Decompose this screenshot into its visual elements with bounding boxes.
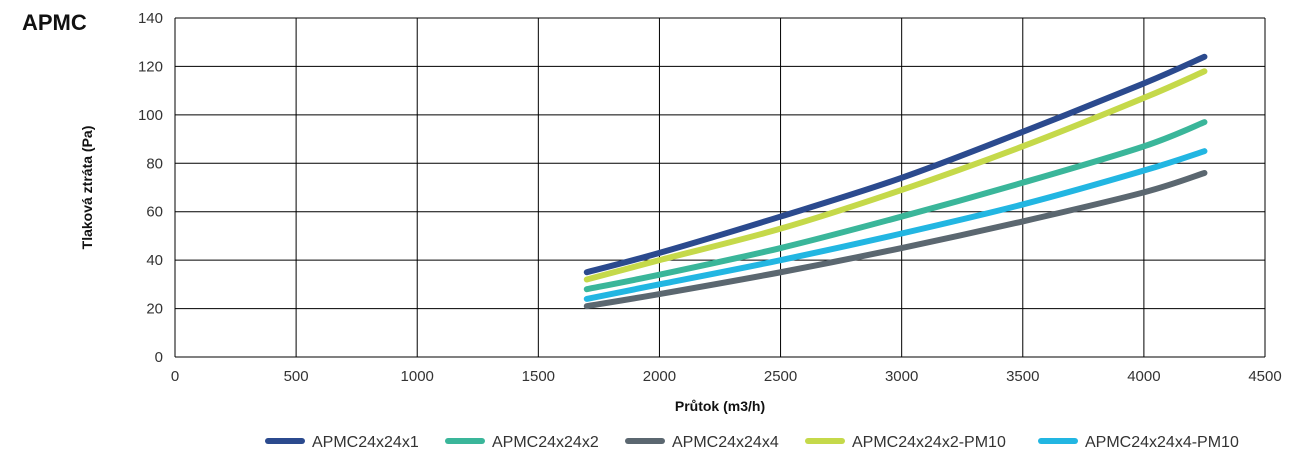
x-axis-label: Průtok (m3/h) xyxy=(675,398,765,414)
legend-label: APMC24x24x4 xyxy=(672,434,779,451)
x-tick-label: 1000 xyxy=(401,368,434,385)
legend-item: APMC24x24x4-PM10 xyxy=(1038,434,1239,451)
y-tick-label: 120 xyxy=(138,58,163,75)
legend: APMC24x24x1 APMC24x24x2 APMC24x24x4 APMC24x… xyxy=(265,434,1239,451)
x-tick-label: 3500 xyxy=(1006,368,1039,385)
legend-label: APMC24x24x2 xyxy=(492,434,599,451)
y-tick-label: 140 xyxy=(138,10,163,27)
series-line xyxy=(583,148,1208,302)
y-axis-ticks: 0 20 40 60 80 100 120 140 xyxy=(138,10,163,366)
legend-label: APMC24x24x4-PM10 xyxy=(1085,434,1239,451)
x-tick-label: 2500 xyxy=(764,368,797,385)
series-line xyxy=(583,169,1208,310)
legend-label: APMC24x24x2-PM10 xyxy=(852,434,1006,451)
series-line xyxy=(583,68,1208,283)
x-axis-ticks: 0 500 1000 1500 2000 2500 3000 3500 4000 4500 xyxy=(171,368,1282,385)
y-tick-label: 40 xyxy=(146,252,163,269)
y-tick-label: 100 xyxy=(138,107,163,124)
y-tick-label: 20 xyxy=(146,301,163,318)
y-axis-label: Tlaková ztráta (Pa) xyxy=(79,126,95,250)
x-tick-label: 3000 xyxy=(885,368,918,385)
legend-item: APMC24x24x4 xyxy=(625,434,779,451)
x-tick-label: 1500 xyxy=(522,368,555,385)
legend-label: APMC24x24x1 xyxy=(312,434,419,451)
series-line xyxy=(583,53,1208,276)
x-tick-label: 4000 xyxy=(1127,368,1160,385)
chart-grid xyxy=(174,17,1266,358)
legend-item: APMC24x24x2-PM10 xyxy=(805,434,1006,451)
x-tick-label: 4500 xyxy=(1248,368,1281,385)
y-tick-label: 60 xyxy=(146,204,163,221)
chart-title: APMC xyxy=(22,10,87,35)
legend-item: APMC24x24x2 xyxy=(445,434,599,451)
series-lines xyxy=(583,53,1208,310)
x-tick-label: 500 xyxy=(284,368,309,385)
legend-item: APMC24x24x1 xyxy=(265,434,419,451)
series-line xyxy=(583,119,1208,293)
x-tick-label: 0 xyxy=(171,368,179,385)
y-tick-label: 80 xyxy=(146,155,163,172)
x-tick-label: 2000 xyxy=(643,368,676,385)
y-tick-label: 0 xyxy=(155,349,163,366)
